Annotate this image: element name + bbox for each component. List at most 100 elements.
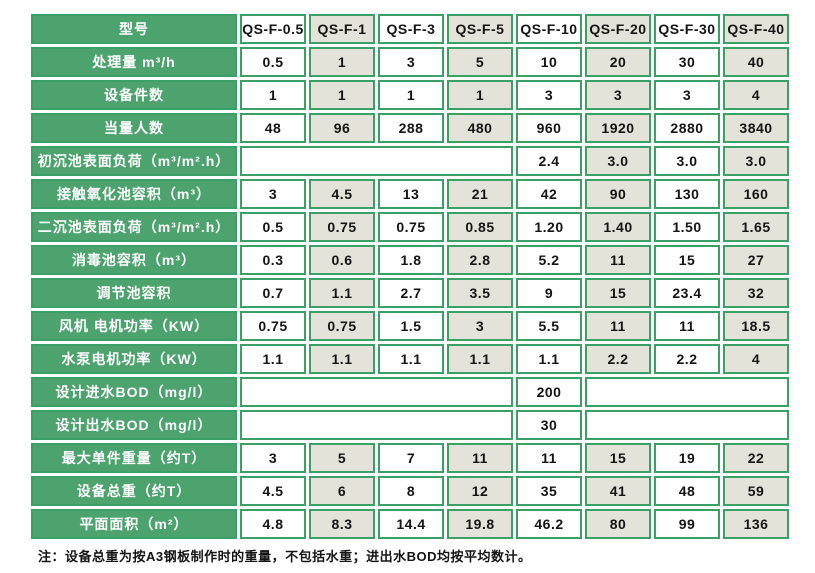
cell: 1.50: [654, 212, 720, 242]
row-label: 设计出水BOD（mg/l）: [31, 410, 237, 440]
cell: 30: [654, 47, 720, 77]
cell: 0.75: [378, 212, 444, 242]
cell: 2.2: [585, 344, 651, 374]
cell: 1.5: [378, 311, 444, 341]
cell: 0.75: [240, 311, 306, 341]
cell: 99: [654, 509, 720, 539]
table-row-model: 型号 QS-F-0.5 QS-F-1 QS-F-3 QS-F-5 QS-F-10…: [31, 14, 789, 44]
table-row-floor-area: 平面面积（m²） 4.8 8.3 14.4 19.8 46.2 80 99 13…: [31, 509, 789, 539]
row-label-model: 型号: [31, 14, 237, 44]
cell: 8: [378, 476, 444, 506]
cell: 41: [585, 476, 651, 506]
empty-merged-cell: [585, 377, 789, 407]
cell: 7: [378, 443, 444, 473]
cell: 32: [723, 278, 789, 308]
cell: 48: [240, 113, 306, 143]
table-row-primary-settling: 初沉池表面负荷（m³/m².h） 2.4 3.0 3.0 3.0: [31, 146, 789, 176]
cell: 1920: [585, 113, 651, 143]
cell: 3: [516, 80, 582, 110]
cell: 1.1: [309, 278, 375, 308]
cell: 3840: [723, 113, 789, 143]
cell: 1: [309, 47, 375, 77]
cell: 0.3: [240, 245, 306, 275]
model-header: QS-F-5: [447, 14, 513, 44]
cell: 1: [240, 80, 306, 110]
table-row-population: 当量人数 48 96 288 480 960 1920 2880 3840: [31, 113, 789, 143]
cell: 1.8: [378, 245, 444, 275]
cell: 0.85: [447, 212, 513, 242]
cell: 27: [723, 245, 789, 275]
table-row-outlet-bod: 设计出水BOD（mg/l） 30: [31, 410, 789, 440]
cell: 1.1: [378, 344, 444, 374]
row-label: 平面面积（m²）: [31, 509, 237, 539]
cell: 200: [516, 377, 582, 407]
cell: 960: [516, 113, 582, 143]
row-label: 初沉池表面负荷（m³/m².h）: [31, 146, 237, 176]
cell: 4.5: [309, 179, 375, 209]
cell: 11: [585, 311, 651, 341]
cell: 2.2: [654, 344, 720, 374]
cell: 3.5: [447, 278, 513, 308]
cell: 11: [447, 443, 513, 473]
model-header: QS-F-1: [309, 14, 375, 44]
cell: 1: [309, 80, 375, 110]
cell: 0.5: [240, 47, 306, 77]
table-row-disinfection-tank: 消毒池容积（m³） 0.3 0.6 1.8 2.8 5.2 11 15 27: [31, 245, 789, 275]
cell: 40: [723, 47, 789, 77]
cell: 1.1: [309, 344, 375, 374]
cell: 288: [378, 113, 444, 143]
cell: 480: [447, 113, 513, 143]
row-label: 处理量 m³/h: [31, 47, 237, 77]
cell: 1: [378, 80, 444, 110]
cell: 3: [378, 47, 444, 77]
table-row-secondary-settling: 二沉池表面负荷（m³/m².h） 0.5 0.75 0.75 0.85 1.20…: [31, 212, 789, 242]
empty-merged-cell: [585, 410, 789, 440]
table-row-regulating-tank: 调节池容积 0.7 1.1 2.7 3.5 9 15 23.4 32: [31, 278, 789, 308]
model-header: QS-F-0.5: [240, 14, 306, 44]
cell: 11: [516, 443, 582, 473]
cell: 30: [516, 410, 582, 440]
cell: 22: [723, 443, 789, 473]
model-header: QS-F-3: [378, 14, 444, 44]
row-label: 最大单件重量（约T）: [31, 443, 237, 473]
cell: 2880: [654, 113, 720, 143]
cell: 13: [378, 179, 444, 209]
cell: 21: [447, 179, 513, 209]
cell: 3.0: [585, 146, 651, 176]
cell: 18.5: [723, 311, 789, 341]
row-label: 消毒池容积（m³）: [31, 245, 237, 275]
cell: 19.8: [447, 509, 513, 539]
cell: 15: [654, 245, 720, 275]
cell: 0.75: [309, 311, 375, 341]
row-label: 风机 电机功率（KW）: [31, 311, 237, 341]
table-row-capacity: 处理量 m³/h 0.5 1 3 5 10 20 30 40: [31, 47, 789, 77]
cell: 15: [585, 278, 651, 308]
cell: 6: [309, 476, 375, 506]
cell: 2.7: [378, 278, 444, 308]
cell: 20: [585, 47, 651, 77]
cell: 0.75: [309, 212, 375, 242]
cell: 80: [585, 509, 651, 539]
table-row-inlet-bod: 设计进水BOD（mg/l） 200: [31, 377, 789, 407]
empty-merged-cell: [240, 377, 513, 407]
cell: 136: [723, 509, 789, 539]
cell: 15: [585, 443, 651, 473]
row-label: 设备件数: [31, 80, 237, 110]
row-label: 当量人数: [31, 113, 237, 143]
cell: 96: [309, 113, 375, 143]
cell: 0.6: [309, 245, 375, 275]
cell: 130: [654, 179, 720, 209]
cell: 4: [723, 80, 789, 110]
empty-merged-cell: [240, 410, 513, 440]
table-row-unit-count: 设备件数 1 1 1 1 3 3 3 4: [31, 80, 789, 110]
cell: 5.2: [516, 245, 582, 275]
cell: 23.4: [654, 278, 720, 308]
cell: 3: [447, 311, 513, 341]
cell: 1.1: [447, 344, 513, 374]
cell: 3.0: [654, 146, 720, 176]
cell: 1: [447, 80, 513, 110]
row-label: 设计进水BOD（mg/l）: [31, 377, 237, 407]
cell: 5.5: [516, 311, 582, 341]
cell: 3: [585, 80, 651, 110]
